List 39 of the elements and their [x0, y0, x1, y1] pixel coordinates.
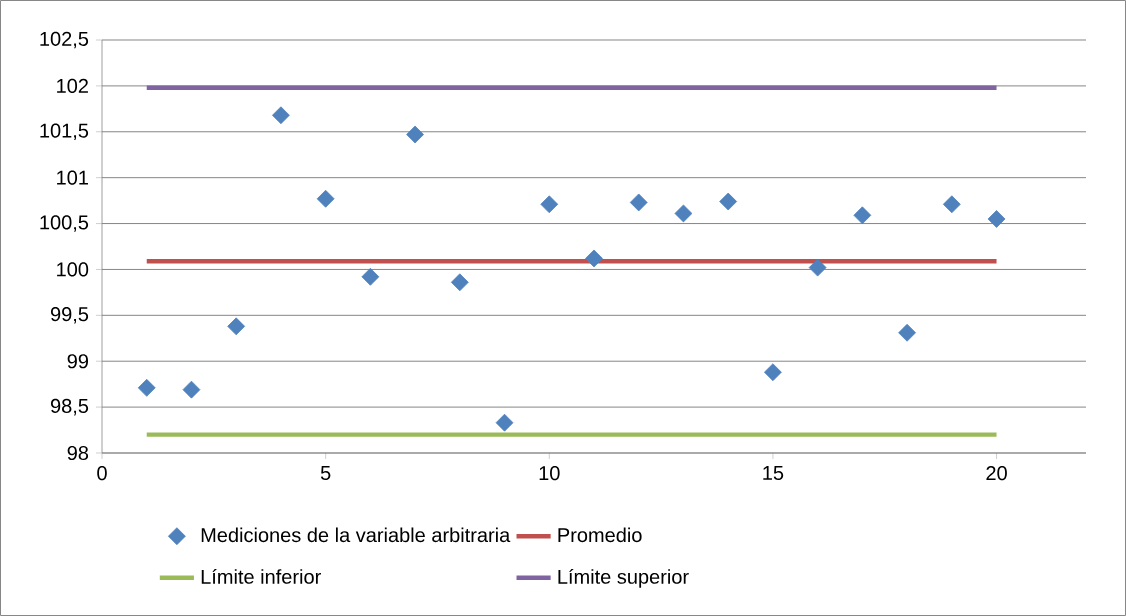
- point: [182, 380, 201, 399]
- point: [450, 273, 469, 292]
- point: [808, 258, 827, 277]
- y-tick-label: 99: [67, 354, 89, 369]
- x-tick-label: 0: [97, 466, 107, 481]
- legend-label: Mediciones de la variable arbitraria: [201, 527, 511, 543]
- x-tick-label: 15: [763, 466, 784, 480]
- point: [227, 317, 246, 336]
- y-tick-label: 98,5: [50, 398, 89, 416]
- point: [585, 249, 603, 268]
- point: [942, 195, 961, 214]
- x-tick-label: 20: [986, 466, 1007, 481]
- point: [272, 106, 290, 125]
- point: [316, 189, 335, 208]
- y-tick-label: 100,5: [40, 215, 89, 232]
- point: [898, 323, 916, 342]
- point: [853, 206, 872, 225]
- y-tick-label: 98: [67, 445, 89, 461]
- point: [987, 210, 1006, 228]
- legend-label: Límite inferior: [201, 568, 321, 584]
- y-tick-label: 102,5: [40, 31, 89, 49]
- legend-label: Promedio: [558, 527, 642, 543]
- point: [719, 192, 738, 211]
- point: [406, 125, 424, 144]
- x-tick-label: 10: [539, 466, 560, 481]
- y-tick-label: 100: [57, 262, 89, 277]
- point: [629, 193, 648, 212]
- y-tick-label: 101: [57, 170, 88, 185]
- point: [764, 363, 782, 382]
- y-tick-label: 102: [57, 78, 88, 93]
- point: [361, 267, 380, 286]
- y-tick-label: 99,5: [50, 307, 89, 324]
- point: [674, 204, 693, 223]
- x-tick-label: 5: [320, 466, 331, 480]
- point: [137, 378, 156, 397]
- legend-label: Límite superior: [558, 568, 689, 588]
- point: [540, 195, 559, 214]
- point: [495, 413, 514, 432]
- y-tick-label: 101,5: [40, 123, 89, 141]
